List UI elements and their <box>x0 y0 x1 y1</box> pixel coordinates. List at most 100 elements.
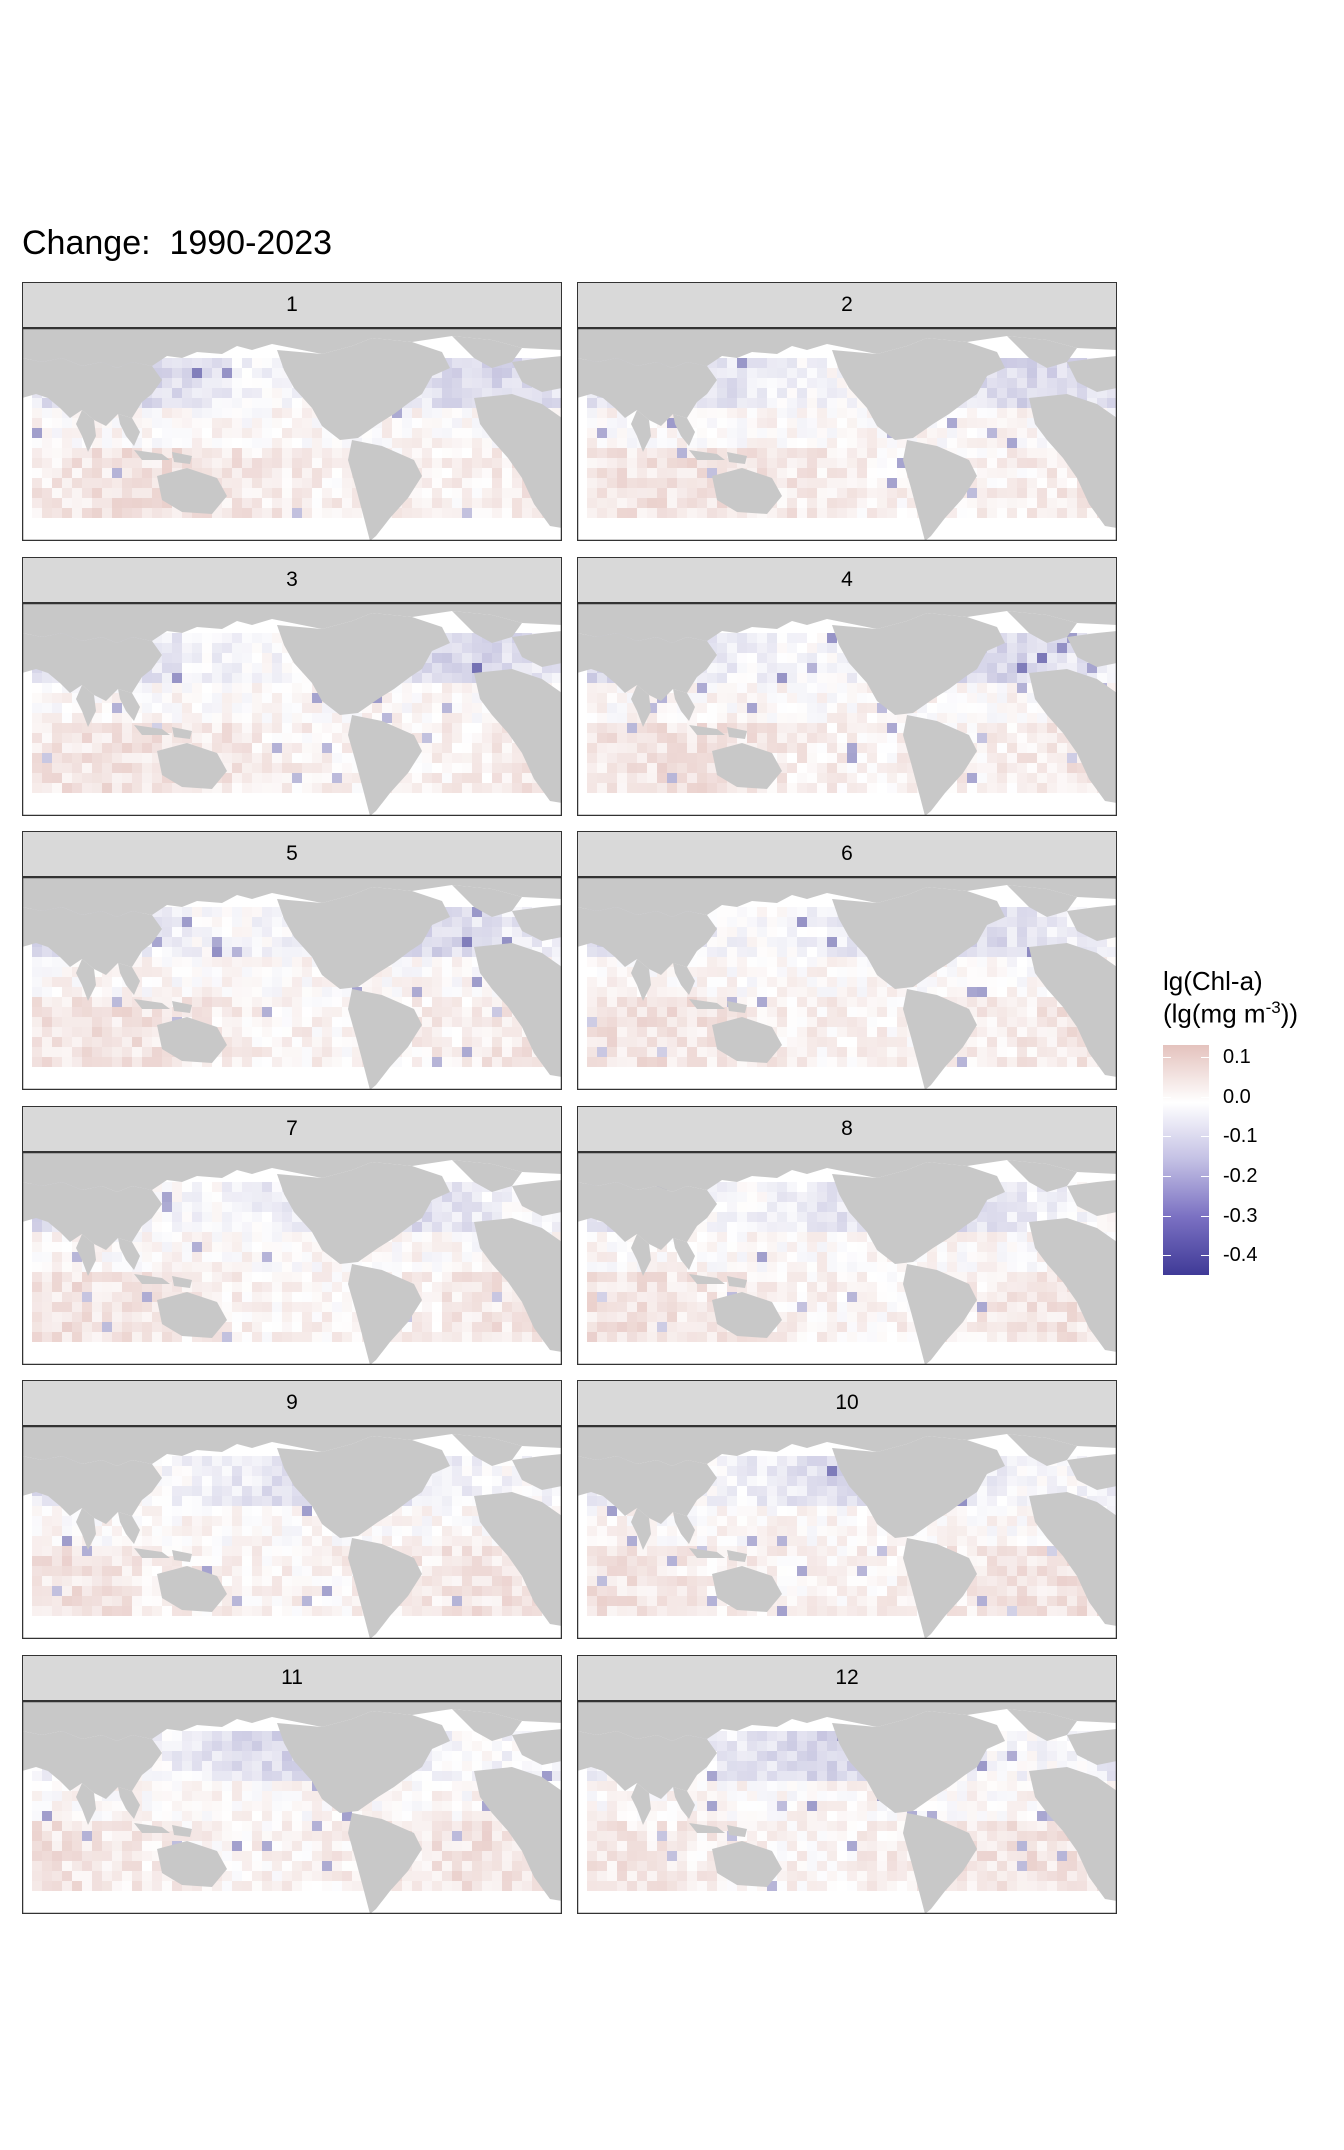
anomaly-cell <box>492 1057 502 1067</box>
anomaly-cell <box>967 772 977 783</box>
anomaly-cell <box>402 712 412 723</box>
anomaly-cell <box>32 438 42 448</box>
anomaly-cell <box>697 438 707 448</box>
anomaly-cell <box>332 1037 342 1047</box>
anomaly-cell <box>462 388 472 398</box>
anomaly-cell <box>597 977 607 987</box>
anomaly-cell <box>867 732 877 743</box>
anomaly-cell <box>102 762 112 773</box>
anomaly-cell <box>857 692 867 703</box>
anomaly-cell <box>92 1047 102 1057</box>
anomaly-cell <box>482 1017 492 1027</box>
anomaly-cell <box>342 997 352 1007</box>
anomaly-cell <box>657 438 667 448</box>
anomaly-cell <box>777 967 787 977</box>
anomaly-cell <box>52 712 62 723</box>
anomaly-cell <box>1007 358 1017 368</box>
anomaly-cell <box>92 987 102 997</box>
anomaly-cell <box>412 772 422 783</box>
anomaly-cell <box>777 722 787 733</box>
anomaly-cell <box>252 498 262 508</box>
anomaly-cell <box>482 732 492 743</box>
anomaly-cell <box>827 937 837 947</box>
anomaly-cell <box>957 692 967 703</box>
anomaly-cell <box>977 388 987 398</box>
anomaly-cell <box>432 732 442 743</box>
anomaly-cell <box>492 1047 502 1057</box>
anomaly-cell <box>1097 672 1107 683</box>
anomaly-cell <box>807 358 817 368</box>
anomaly-cell <box>462 752 472 763</box>
anomaly-cell <box>222 1027 232 1037</box>
anomaly-cell <box>32 672 42 683</box>
anomaly-cell <box>747 388 757 398</box>
anomaly-cell <box>1107 682 1117 693</box>
anomaly-cell <box>242 977 252 987</box>
anomaly-cell <box>452 987 462 997</box>
anomaly-cell <box>897 1007 907 1017</box>
anomaly-cell <box>152 762 162 773</box>
anomaly-cell <box>1007 762 1017 773</box>
anomaly-cell <box>262 478 272 488</box>
anomaly-cell <box>1037 468 1047 478</box>
anomaly-cell <box>122 478 132 488</box>
anomaly-cell <box>402 1057 412 1067</box>
anomaly-cell <box>787 398 797 408</box>
anomaly-cell <box>502 927 512 937</box>
anomaly-cell <box>182 418 192 428</box>
anomaly-cell <box>587 967 597 977</box>
anomaly-cell <box>817 977 827 987</box>
anomaly-cell <box>102 732 112 743</box>
anomaly-cell <box>192 438 202 448</box>
anomaly-cell <box>767 358 777 368</box>
anomaly-cell <box>817 438 827 448</box>
anomaly-cell <box>102 987 112 997</box>
anomaly-cell <box>987 997 997 1007</box>
anomaly-cell <box>312 498 322 508</box>
anomaly-cell <box>42 712 52 723</box>
anomaly-cell <box>42 408 52 418</box>
anomaly-cell <box>272 398 282 408</box>
anomaly-cell <box>1007 782 1017 793</box>
anomaly-cell <box>857 408 867 418</box>
anomaly-cell <box>797 662 807 673</box>
anomaly-cell <box>617 977 627 987</box>
anomaly-cell <box>412 722 422 733</box>
anomaly-cell <box>1067 762 1077 773</box>
anomaly-cell <box>132 1027 142 1037</box>
anomaly-cell <box>162 937 172 947</box>
anomaly-cell <box>492 762 502 773</box>
anomaly-cell <box>182 1057 192 1067</box>
anomaly-cell <box>1017 997 1027 1007</box>
anomaly-cell <box>1097 937 1107 947</box>
anomaly-cell <box>817 398 827 408</box>
anomaly-cell <box>1017 967 1027 977</box>
anomaly-cell <box>1007 997 1017 1007</box>
anomaly-cell <box>797 742 807 753</box>
anomaly-cell <box>657 782 667 793</box>
anomaly-cell <box>232 1047 242 1057</box>
anomaly-cell <box>757 652 767 663</box>
anomaly-cell <box>502 762 512 773</box>
anomaly-cell <box>152 732 162 743</box>
anomaly-cell <box>777 1027 787 1037</box>
anomaly-cell <box>292 732 302 743</box>
anomaly-cell <box>302 692 312 703</box>
anomaly-cell <box>877 508 887 518</box>
anomaly-cell <box>597 1007 607 1017</box>
facet-strip: 2 <box>577 282 1117 328</box>
anomaly-cell <box>807 782 817 793</box>
anomaly-cell <box>727 917 737 927</box>
anomaly-cell <box>482 742 492 753</box>
anomaly-cell <box>817 937 827 947</box>
anomaly-cell <box>282 762 292 773</box>
anomaly-cell <box>807 478 817 488</box>
anomaly-cell <box>132 967 142 977</box>
anomaly-cell <box>152 662 162 673</box>
anomaly-cell <box>1057 662 1067 673</box>
anomaly-cell <box>977 957 987 967</box>
anomaly-cell <box>162 448 172 458</box>
anomaly-cell <box>977 987 987 997</box>
anomaly-cell <box>667 762 677 773</box>
anomaly-cell <box>607 488 617 498</box>
